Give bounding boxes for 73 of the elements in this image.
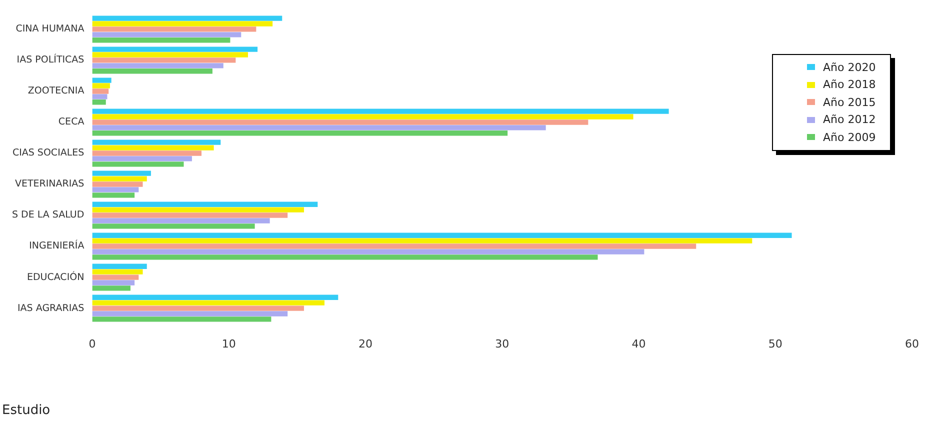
x-tick-label: 60 bbox=[905, 337, 919, 350]
bar bbox=[92, 114, 634, 120]
bar bbox=[92, 52, 248, 58]
bar bbox=[92, 83, 110, 88]
bar bbox=[92, 264, 147, 269]
x-tick-label: 20 bbox=[358, 337, 372, 350]
y-tick-label: S DE LA SALUD bbox=[12, 210, 84, 221]
bar bbox=[92, 162, 184, 167]
bar bbox=[92, 170, 151, 176]
bar bbox=[92, 202, 318, 207]
bar bbox=[92, 269, 143, 274]
y-tick-label: ZOOTECNIA bbox=[28, 86, 85, 97]
bar bbox=[92, 300, 324, 306]
bar bbox=[92, 274, 139, 280]
y-tick-label: CINA HUMANA bbox=[16, 24, 85, 35]
bar bbox=[92, 192, 135, 198]
x-tick-label: 50 bbox=[768, 337, 782, 350]
x-tick-label: 30 bbox=[495, 337, 510, 350]
bar bbox=[92, 46, 258, 52]
bar bbox=[92, 68, 212, 74]
bar bbox=[92, 254, 598, 260]
bar bbox=[92, 244, 696, 249]
bar bbox=[92, 232, 792, 238]
bar bbox=[92, 156, 192, 162]
legend-label: Año 2012 bbox=[823, 112, 876, 128]
bar bbox=[92, 207, 304, 212]
legend-label: Año 2009 bbox=[823, 130, 876, 146]
y-tick-label: IAS POLÍTICAS bbox=[16, 54, 84, 66]
bar bbox=[92, 150, 202, 156]
bar bbox=[92, 94, 108, 100]
bar bbox=[92, 218, 270, 224]
bar bbox=[92, 306, 304, 311]
bar bbox=[92, 182, 143, 187]
bar bbox=[92, 130, 508, 136]
bar bbox=[92, 120, 588, 125]
bar bbox=[92, 249, 644, 254]
bar bbox=[92, 238, 752, 244]
bar bbox=[92, 140, 221, 145]
y-tick-label: EDUCACIÓN bbox=[26, 270, 84, 283]
bar bbox=[92, 58, 236, 63]
legend-label: Año 2015 bbox=[823, 94, 876, 111]
bar bbox=[92, 32, 242, 38]
bar bbox=[92, 16, 282, 21]
bar bbox=[92, 108, 669, 114]
bar bbox=[92, 294, 338, 300]
bar bbox=[92, 280, 135, 286]
bar bbox=[92, 63, 224, 68]
bar bbox=[92, 21, 273, 26]
y-tick-label: INGENIERÍA bbox=[29, 240, 85, 252]
legend-label: Año 2020 bbox=[823, 60, 876, 76]
bar bbox=[92, 286, 130, 291]
bar bbox=[92, 212, 288, 218]
bar bbox=[92, 316, 272, 322]
text: Estudio bbox=[2, 403, 50, 418]
bar bbox=[92, 88, 109, 94]
bar bbox=[92, 145, 214, 150]
x-tick-label: 10 bbox=[222, 337, 236, 350]
bar bbox=[92, 38, 230, 43]
y-tick-label: IAS AGRARIAS bbox=[18, 302, 84, 314]
y-tick-label: CECA bbox=[58, 116, 85, 128]
y-tick-label: VETERINARIAS bbox=[14, 178, 84, 190]
bar bbox=[92, 187, 139, 192]
bar bbox=[92, 176, 147, 182]
x-tick-label: 0 bbox=[88, 337, 96, 350]
bar bbox=[92, 78, 112, 83]
bar bbox=[92, 311, 288, 316]
bar bbox=[92, 224, 255, 229]
y-tick-label: CIAS SOCIALES bbox=[12, 148, 84, 159]
bar bbox=[92, 100, 106, 105]
bar bbox=[92, 125, 546, 130]
legend-label: Año 2018 bbox=[823, 77, 876, 94]
x-tick-label: 40 bbox=[632, 337, 646, 350]
bar bbox=[92, 26, 256, 32]
